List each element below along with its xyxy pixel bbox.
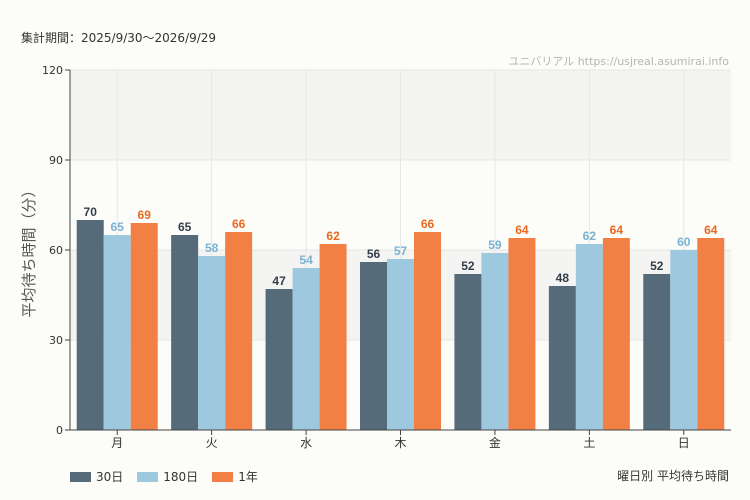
y-tick-label: 120	[42, 64, 63, 77]
legend: 30日 180日 1年	[70, 468, 258, 485]
period-text: 集計期間：2025/9/30〜2026/9/29	[21, 31, 217, 45]
x-tick-label: 日	[678, 436, 690, 450]
data-label: 57	[394, 244, 408, 258]
data-label: 64	[610, 223, 624, 237]
bar	[643, 274, 671, 430]
bar	[319, 244, 347, 430]
legend-item-180d[interactable]: 180日	[137, 468, 198, 485]
x-tick-label: 金	[489, 435, 501, 450]
data-label: 52	[461, 259, 475, 273]
x-tick-label: 土	[583, 436, 595, 450]
legend-swatch-1y	[212, 471, 234, 482]
data-label: 66	[421, 217, 435, 231]
y-tick-label: 0	[56, 424, 63, 437]
bar	[103, 235, 131, 430]
bar	[198, 256, 226, 430]
source-credit: ユニバリアル https://usjreal.asumirai.info	[508, 55, 729, 68]
legend-swatch-30d	[70, 471, 91, 482]
legend-item-1y[interactable]: 1年	[212, 468, 258, 485]
y-tick-label: 30	[49, 334, 63, 347]
bar	[171, 235, 199, 430]
y-axis-title: 平均待ち時間（分）	[20, 182, 38, 317]
data-label: 60	[677, 235, 691, 249]
data-label: 64	[704, 223, 718, 237]
bar	[602, 238, 630, 430]
bar	[360, 262, 387, 430]
bar	[697, 238, 725, 430]
bar	[508, 238, 536, 430]
x-tick-label: 水	[300, 436, 312, 450]
legend-label-180d: 180日	[163, 470, 199, 484]
bar	[670, 250, 698, 430]
data-label: 66	[232, 217, 246, 231]
bar	[387, 259, 414, 430]
x-tick-label: 月	[111, 436, 123, 450]
bar	[454, 274, 482, 430]
data-label: 70	[84, 205, 98, 219]
legend-swatch-180d	[137, 471, 159, 482]
bar	[575, 244, 603, 430]
data-label: 59	[488, 238, 502, 252]
bar	[414, 232, 441, 430]
data-label: 54	[299, 253, 313, 267]
bar	[76, 220, 104, 430]
data-label: 62	[326, 229, 340, 243]
data-label: 48	[556, 271, 570, 285]
x-tick-label: 木	[394, 436, 406, 450]
bar	[130, 223, 158, 430]
bar	[225, 232, 253, 430]
bar	[292, 268, 320, 430]
data-label: 69	[138, 208, 152, 222]
data-label: 52	[650, 259, 664, 273]
legend-label-1y: 1年	[238, 470, 258, 484]
chart-footer-title: 曜日別 平均待ち時間	[617, 469, 729, 483]
data-label: 56	[367, 247, 381, 261]
y-tick-label: 60	[49, 244, 63, 257]
data-label: 64	[515, 223, 529, 237]
legend-label-30d: 30日	[96, 470, 124, 484]
data-label: 65	[111, 220, 125, 234]
x-tick-label: 火	[206, 436, 218, 450]
data-label: 58	[205, 241, 219, 255]
data-label: 62	[583, 229, 597, 243]
legend-item-30d[interactable]: 30日	[70, 468, 123, 485]
data-label: 65	[178, 220, 192, 234]
bar	[548, 286, 576, 430]
bar	[481, 253, 509, 430]
data-label: 47	[272, 274, 286, 288]
y-tick-label: 90	[49, 154, 63, 167]
bar	[265, 289, 293, 430]
